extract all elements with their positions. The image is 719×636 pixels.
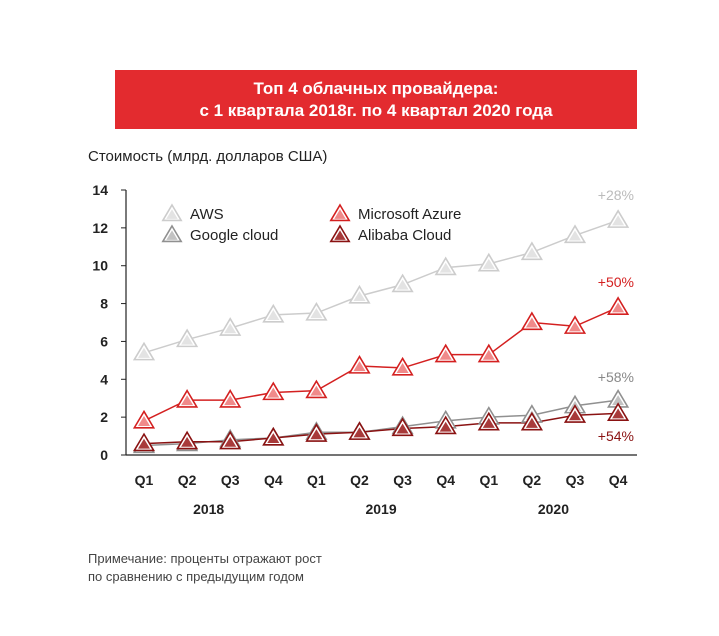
x-tick-label: Q4 (264, 472, 283, 488)
data-point (434, 256, 457, 276)
y-tick-label: 2 (100, 409, 108, 425)
data-point (132, 341, 156, 361)
y-tick-label: 14 (92, 182, 108, 198)
data-point (607, 402, 630, 421)
chart-title-line-1: Топ 4 облачных провайдера: (253, 78, 499, 98)
data-point (219, 389, 242, 408)
legend-marker (329, 224, 351, 243)
data-point (262, 426, 285, 446)
legend-label: Microsoft Azure (358, 206, 461, 223)
y-tick-label: 12 (92, 220, 108, 236)
data-point (477, 252, 500, 272)
legend-label: Alibaba Cloud (358, 227, 451, 244)
growth-label: +28% (598, 187, 634, 203)
footnote: Примечание: проценты отражают рост по ср… (88, 550, 322, 586)
x-tick-label: Q1 (135, 472, 154, 488)
data-point (434, 343, 457, 363)
data-point (391, 273, 414, 293)
growth-label: +58% (598, 369, 634, 385)
chart-title-line-2: с 1 квартала 2018г. по 4 квартал 2020 го… (199, 100, 553, 120)
x-tick-label: Q3 (566, 472, 585, 488)
series-line (143, 306, 619, 422)
data-point (176, 389, 199, 408)
data-point (262, 381, 285, 401)
y-tick-label: 10 (92, 258, 108, 274)
x-tick-label: Q4 (436, 472, 455, 488)
x-tick-label: Q4 (609, 472, 628, 488)
data-point (520, 241, 543, 261)
legend-marker (161, 203, 183, 222)
x-tick-label: Q3 (393, 472, 412, 488)
x-tick-label: Q2 (178, 472, 197, 488)
data-point (132, 409, 156, 429)
data-point (176, 328, 199, 348)
x-tick-label: Q1 (307, 472, 326, 488)
legend-label: AWS (190, 206, 224, 223)
growth-label: +54% (598, 428, 634, 444)
data-point (520, 411, 543, 431)
data-point (563, 404, 587, 423)
footnote-line-2: по сравнению с предыдущим годом (88, 569, 304, 584)
footnote-line-1: Примечание: проценты отражают рост (88, 551, 322, 566)
data-point (607, 209, 630, 228)
y-tick-label: 0 (100, 447, 108, 463)
y-tick-label: 8 (100, 296, 108, 312)
y-tick-label: 6 (100, 333, 108, 349)
y-axis-label: Стоимость (млрд. долларов США) (88, 148, 328, 165)
data-point (262, 303, 285, 323)
data-point (391, 417, 414, 437)
data-point (348, 284, 371, 304)
data-point (219, 430, 242, 450)
data-point (305, 301, 328, 321)
data-point (305, 379, 328, 399)
x-tick-label: Q2 (523, 472, 542, 488)
data-point (132, 432, 156, 452)
growth-label: +50% (598, 274, 634, 290)
year-label: 2018 (193, 501, 224, 517)
data-point (607, 296, 630, 315)
legend-label: Google cloud (190, 227, 278, 244)
data-point (477, 411, 500, 431)
data-point (348, 354, 371, 374)
year-label: 2019 (365, 501, 396, 517)
data-point (477, 343, 500, 363)
data-point (176, 430, 199, 450)
x-tick-label: Q1 (479, 472, 498, 488)
chart-title-banner: Топ 4 облачных провайдера: с 1 квартала … (115, 70, 637, 129)
series-line (143, 412, 619, 445)
data-point (219, 317, 242, 336)
legend-marker (161, 224, 183, 243)
data-point (434, 415, 457, 435)
data-point (305, 423, 328, 442)
data-point (563, 315, 587, 334)
x-tick-label: Q3 (221, 472, 240, 488)
x-tick-label: Q2 (350, 472, 369, 488)
legend-marker (329, 203, 351, 222)
data-point (391, 356, 414, 376)
series-line (143, 399, 619, 447)
y-tick-label: 4 (100, 371, 108, 387)
data-point (563, 224, 587, 244)
data-point (520, 311, 543, 331)
year-label: 2020 (538, 501, 569, 517)
data-point (348, 421, 371, 440)
